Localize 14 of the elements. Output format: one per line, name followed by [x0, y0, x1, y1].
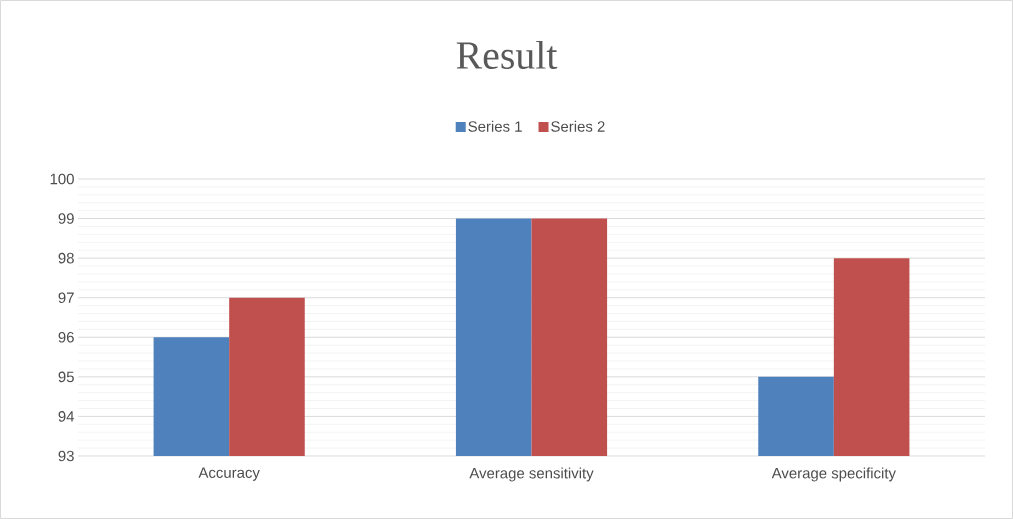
y-tick-label: 93	[58, 450, 74, 462]
y-tick-label: 95	[58, 371, 74, 383]
y-tick-label: 99	[58, 213, 74, 224]
y-tick-label: 94	[58, 411, 75, 422]
legend-label: Series 1	[468, 120, 522, 132]
chart-title: Result	[456, 40, 558, 70]
x-tick-label: Accuracy	[198, 467, 260, 481]
x-tick-label: Average sensitivity	[469, 467, 594, 482]
x-tick-label: Average specificity	[771, 467, 896, 482]
y-tick-label: 97	[58, 292, 74, 303]
y-tick-label: 96	[58, 331, 74, 343]
y-tick-label: 98	[58, 252, 74, 264]
legend-label: Series 2	[551, 120, 605, 132]
y-tick-label: 100	[50, 173, 74, 185]
